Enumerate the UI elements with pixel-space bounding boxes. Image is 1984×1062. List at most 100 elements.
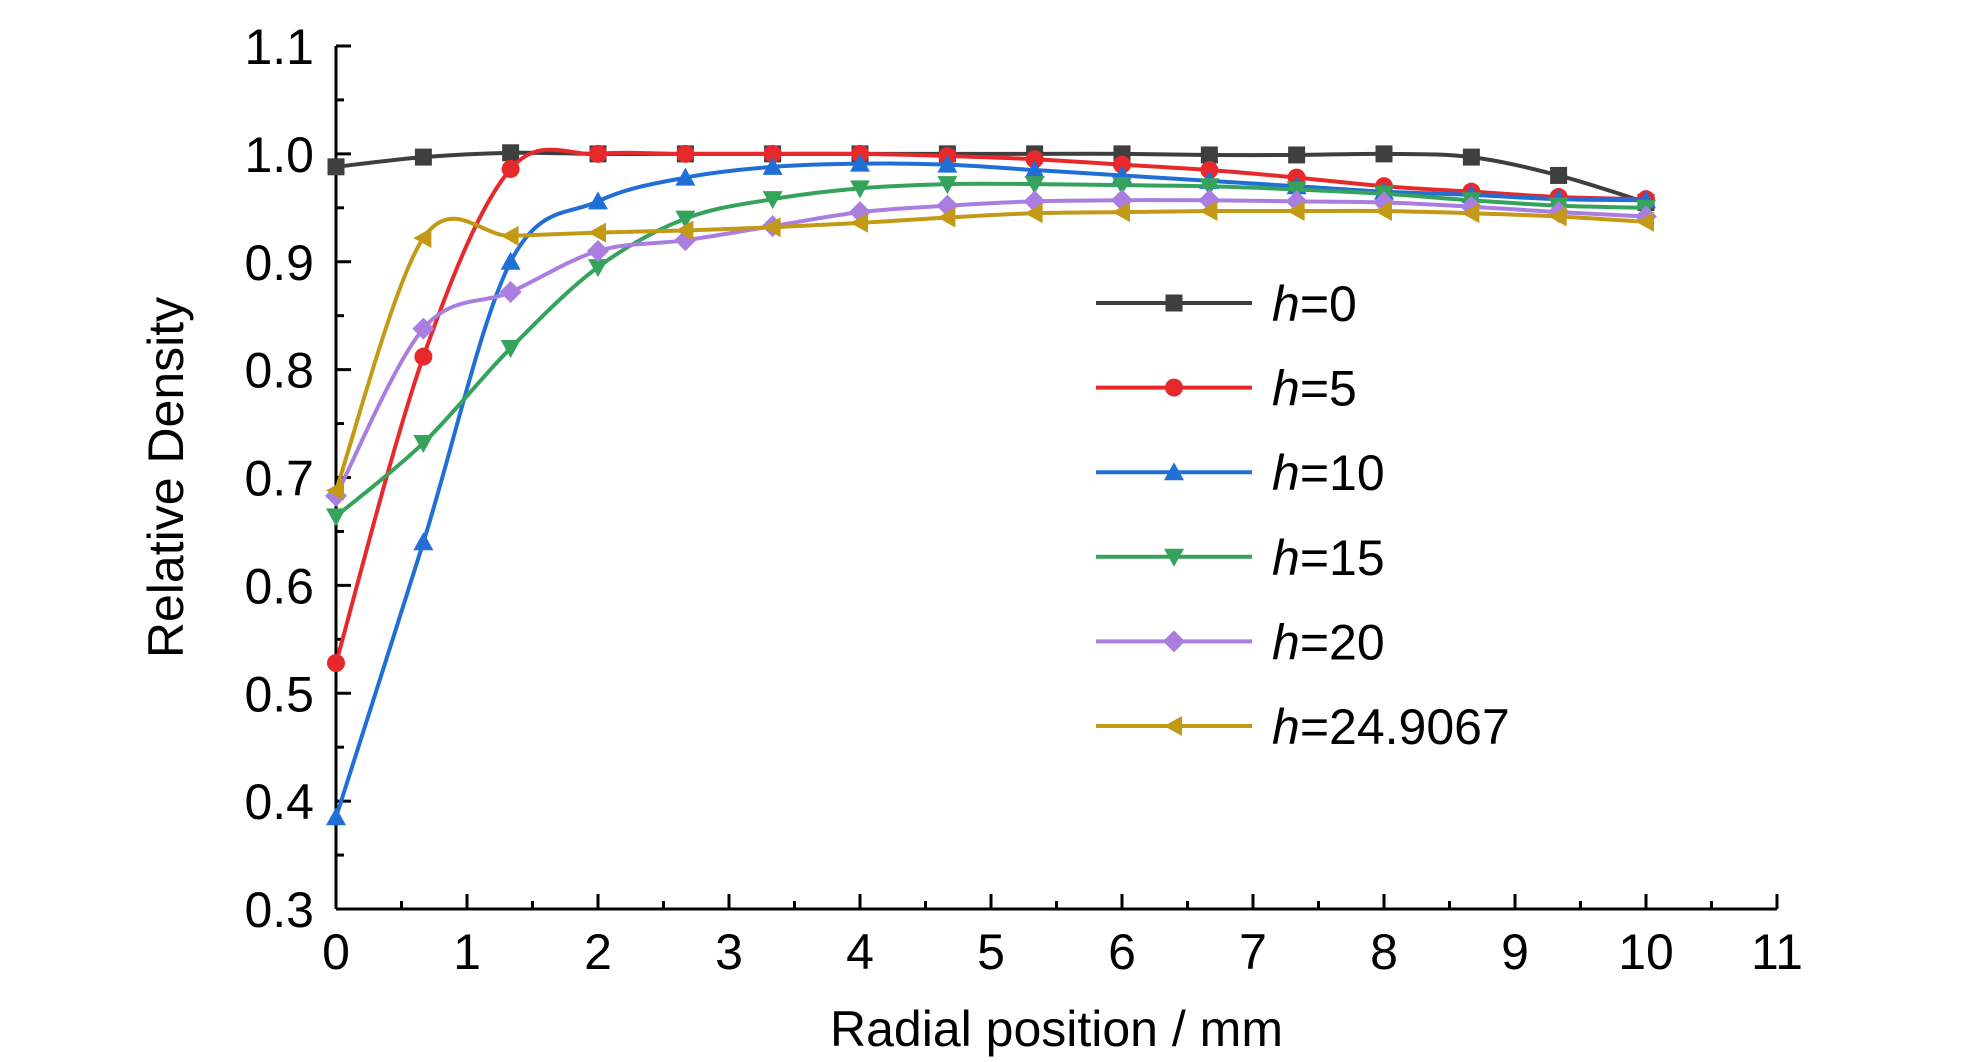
legend-label: h=15 <box>1272 530 1385 586</box>
legend-item: h=20 <box>1096 614 1385 670</box>
data-point <box>1462 148 1480 166</box>
data-point <box>327 158 345 176</box>
data-point <box>499 280 522 303</box>
legend-marker <box>1165 378 1183 397</box>
data-point <box>675 220 694 241</box>
x-tick-label: 11 <box>1751 924 1803 980</box>
x-tick-label: 6 <box>1108 924 1136 980</box>
y-tick-label: 0.6 <box>244 558 314 614</box>
data-point <box>500 225 519 246</box>
series-1 <box>327 144 1655 673</box>
x-axis-ticks: 0 1 2 3 4 5 6 7 8 9 10 11 <box>322 894 1803 980</box>
y-tick-label: 0.5 <box>244 666 314 722</box>
y-tick-label: 1.0 <box>244 127 314 183</box>
data-point <box>850 153 870 172</box>
data-point <box>1288 146 1306 164</box>
data-point <box>414 347 433 366</box>
x-tick-label: 10 <box>1618 924 1674 980</box>
legend-marker <box>1163 630 1185 653</box>
data-point <box>850 212 868 233</box>
data-point <box>762 191 783 210</box>
x-tick-label: 2 <box>584 924 612 980</box>
x-axis-title: Radial position / mm <box>830 1001 1283 1057</box>
legend-item: h=5 <box>1096 361 1357 417</box>
data-point <box>1200 146 1218 164</box>
series-3 <box>326 176 1656 527</box>
data-point <box>588 191 608 210</box>
data-point <box>763 144 782 163</box>
data-point <box>675 210 696 229</box>
data-point <box>1550 166 1568 184</box>
series-line <box>334 181 1648 519</box>
data-point <box>326 508 346 527</box>
series-line <box>334 147 1648 666</box>
x-tick-label: 5 <box>977 924 1005 980</box>
legend-label: h=20 <box>1272 614 1385 670</box>
data-point <box>762 156 783 175</box>
data-point <box>414 148 432 166</box>
data-point <box>1025 150 1044 169</box>
y-axis-ticks: 0.3 0.4 0.5 0.6 0.7 0.8 0.9 1.0 1.1 <box>244 19 351 938</box>
legend-marker <box>1164 462 1184 481</box>
data-point <box>1636 211 1654 232</box>
x-tick-label: 8 <box>1370 924 1398 980</box>
y-tick-label: 1.1 <box>244 19 314 75</box>
legend-label: h=24.9067 <box>1272 699 1510 755</box>
data-point <box>413 434 434 453</box>
legend-item: h=10 <box>1096 445 1385 501</box>
plot-series <box>325 144 1657 826</box>
legend-marker <box>1164 548 1184 567</box>
data-point <box>937 176 958 195</box>
data-point <box>588 222 606 243</box>
data-point <box>675 167 696 186</box>
data-point <box>501 159 520 178</box>
data-point <box>1112 202 1130 223</box>
data-point <box>1548 206 1567 227</box>
data-point <box>1286 201 1305 222</box>
series-line <box>334 161 1648 820</box>
legend-label: h=10 <box>1272 445 1385 501</box>
data-point <box>326 480 344 501</box>
y-tick-label: 0.7 <box>244 451 314 507</box>
data-point <box>587 239 609 262</box>
y-tick-label: 0.3 <box>244 882 314 938</box>
x-tick-label: 1 <box>453 924 481 980</box>
legend-item: h=0 <box>1096 276 1357 332</box>
series-line <box>334 150 1648 205</box>
data-point <box>589 144 607 163</box>
data-point <box>326 807 346 826</box>
data-point <box>1024 160 1045 179</box>
data-point <box>762 217 781 238</box>
y-tick-label: 0.9 <box>244 235 314 291</box>
y-tick-label: 0.4 <box>244 774 314 830</box>
data-point <box>937 154 958 173</box>
data-point <box>1200 161 1219 180</box>
data-point <box>588 259 608 278</box>
series-line <box>334 208 1648 493</box>
data-point <box>1112 177 1132 196</box>
legend-label: h=0 <box>1272 276 1357 332</box>
data-point <box>850 180 870 199</box>
data-point <box>1199 178 1220 197</box>
legend-marker <box>1165 294 1183 312</box>
data-point <box>676 144 695 163</box>
legend-label: h=5 <box>1272 361 1357 417</box>
x-tick-label: 9 <box>1501 924 1529 980</box>
y-tick-label: 0.8 <box>244 343 314 399</box>
x-tick-label: 0 <box>322 924 350 980</box>
data-point <box>937 207 956 228</box>
data-point <box>1375 145 1393 163</box>
data-point <box>413 532 434 551</box>
legend-item: h=15 <box>1096 530 1385 586</box>
data-point <box>500 340 521 359</box>
data-point <box>413 228 432 249</box>
data-point <box>500 251 521 270</box>
data-point <box>1461 203 1480 224</box>
data-point <box>1024 176 1045 195</box>
series-5 <box>326 201 1654 501</box>
data-point <box>412 317 435 340</box>
legend-item: h=24.9067 <box>1096 699 1510 755</box>
x-tick-label: 7 <box>1239 924 1267 980</box>
data-point <box>502 144 520 162</box>
